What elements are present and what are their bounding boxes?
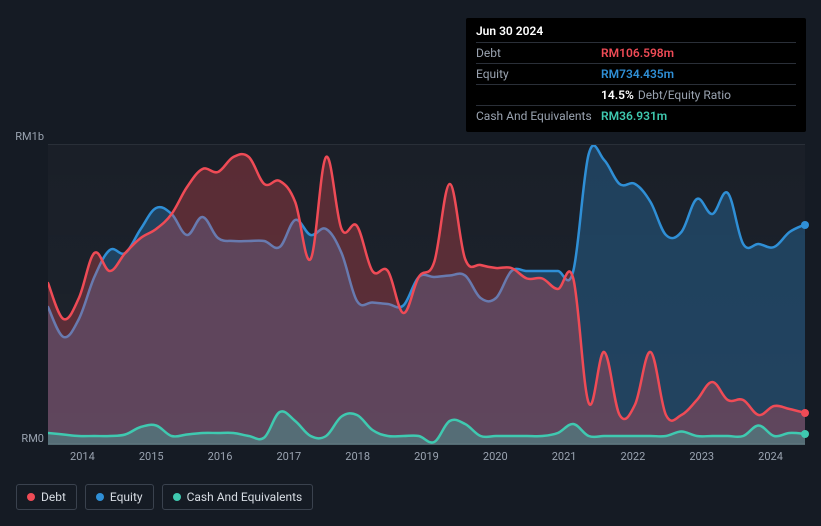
chart-svg — [48, 145, 805, 445]
x-axis-label: 2023 — [667, 450, 736, 470]
x-axis-label: 2019 — [392, 450, 461, 470]
y-axis-bottom-label: RM0 — [14, 432, 44, 445]
legend-item[interactable]: Cash And Equivalents — [162, 484, 314, 510]
x-axis-label: 2018 — [323, 450, 392, 470]
tooltip-rows: DebtRM106.598mEquityRM734.435m14.5%Debt/… — [476, 42, 796, 126]
y-axis-top-label: RM1b — [14, 130, 44, 143]
tooltip-box: Jun 30 2024 DebtRM106.598mEquityRM734.43… — [466, 18, 806, 132]
tooltip-row-value: RM734.435m — [601, 67, 674, 81]
tooltip-row: EquityRM734.435m — [476, 63, 796, 84]
tooltip-row-value: 14.5%Debt/Equity Ratio — [601, 88, 731, 102]
tooltip-row-label: Debt — [476, 46, 601, 60]
legend-item[interactable]: Equity — [85, 484, 154, 510]
legend-label: Debt — [41, 490, 66, 504]
tooltip-row-sub: Debt/Equity Ratio — [638, 88, 731, 102]
x-axis-label: 2014 — [48, 450, 117, 470]
x-axis-labels: 2014201520162017201820192020202120222023… — [48, 450, 805, 470]
legend-dot — [27, 493, 35, 501]
end-marker-cash — [801, 430, 809, 438]
end-marker-debt — [801, 409, 809, 417]
x-axis-label: 2022 — [599, 450, 668, 470]
x-axis-label: 2020 — [461, 450, 530, 470]
chart: RM1b RM0 2014201520162017201820192020202… — [16, 120, 805, 480]
x-axis-label: 2016 — [186, 450, 255, 470]
legend-dot — [96, 493, 104, 501]
tooltip-row: 14.5%Debt/Equity Ratio — [476, 84, 796, 105]
x-axis-label: 2015 — [117, 450, 186, 470]
tooltip-row: DebtRM106.598m — [476, 42, 796, 63]
end-marker-equity — [801, 221, 809, 229]
legend-label: Cash And Equivalents — [187, 490, 303, 504]
legend-item[interactable]: Debt — [16, 484, 77, 510]
tooltip-row-label — [476, 88, 601, 102]
tooltip-row-label: Equity — [476, 67, 601, 81]
tooltip-row-value: RM106.598m — [601, 46, 674, 60]
x-axis-label: 2024 — [736, 450, 805, 470]
x-axis-label: 2021 — [530, 450, 599, 470]
legend-label: Equity — [110, 490, 143, 504]
tooltip-date: Jun 30 2024 — [476, 24, 796, 42]
x-axis-label: 2017 — [254, 450, 323, 470]
legend: Debt Equity Cash And Equivalents — [16, 484, 313, 510]
plot-area[interactable] — [48, 144, 805, 444]
legend-dot — [173, 493, 181, 501]
